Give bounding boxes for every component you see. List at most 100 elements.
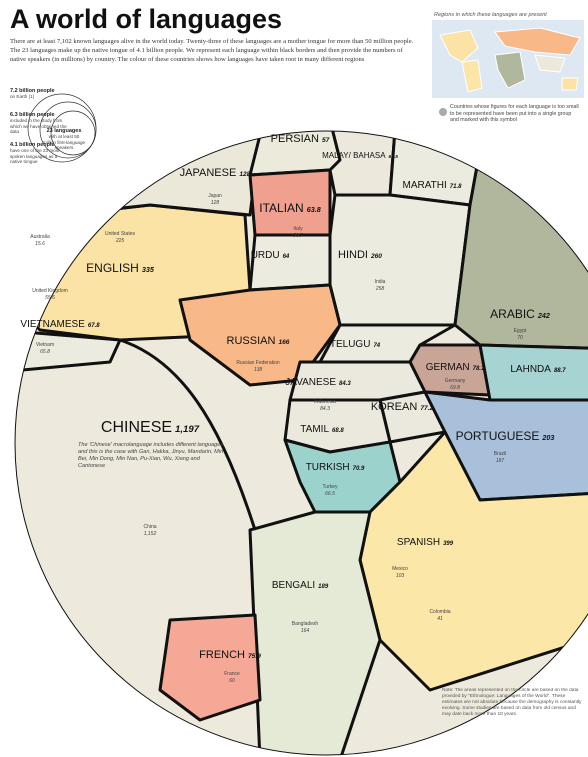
language-value: 75.9 [248, 653, 261, 660]
language-label: TURKISH 70.9 [306, 462, 365, 473]
language-name: FRENCH [199, 649, 245, 661]
map-asia [534, 54, 566, 73]
legend-value: 23 languages [47, 128, 82, 134]
language-name: MARATHI [403, 180, 447, 191]
country-name: Brazil [494, 451, 507, 457]
country-value: 15.6 [35, 241, 45, 247]
title: A world of languages [10, 4, 282, 34]
language-value: 64 [283, 254, 290, 260]
country-name: Indonesia [314, 399, 336, 405]
language-value: 203 [541, 433, 554, 442]
language-label: PERSIAN 57 [271, 133, 330, 145]
region-marathi [388, 131, 482, 207]
language-value: 68.8 [332, 428, 344, 434]
language-value: 88.7 [554, 368, 566, 374]
country-value: 103 [396, 573, 405, 579]
legend-text-box: on Earth (1) [10, 94, 35, 99]
region-german [408, 343, 492, 397]
language-name: ARABIC [490, 307, 535, 321]
language-name: VIETNAMESE [20, 319, 85, 330]
intro-box: There are at least 7,102 known languages… [10, 38, 414, 63]
region-persian [248, 131, 342, 177]
language-name: GERMAN [426, 362, 470, 373]
country-value: 60 [229, 678, 235, 684]
language-value: 1,197 [175, 424, 200, 435]
region-russian [178, 283, 342, 387]
map-australia [561, 77, 579, 91]
language-label: JAPANESE 128 [180, 167, 251, 179]
country-name: Russian Federation [236, 360, 280, 366]
intro: There are at least 7,102 known languages… [10, 38, 414, 63]
language-name: LAHNDA [510, 364, 551, 375]
legend-text: have one of the 23 most-spoken languages… [10, 148, 61, 165]
language-value: 57 [322, 137, 330, 144]
language-name: ITALIAN [259, 201, 303, 215]
language-value: 242 [537, 311, 550, 320]
language-label: ARABIC 242 [490, 307, 550, 321]
chinese-note-box: The 'Chinese' macrolanguage includes dif… [78, 442, 225, 469]
legend-text: included in the study from which we have… [10, 118, 67, 135]
country-value: 66.5 [325, 491, 335, 497]
country-name: United Kingdom [32, 288, 68, 294]
region-bengali [248, 510, 382, 755]
footnote: Note: The areas represented on the circl… [442, 688, 582, 717]
language-label: URDU 64 [251, 250, 290, 261]
country-value: 225 [115, 238, 125, 244]
language-name: KOREAN [371, 401, 418, 413]
map-note: Countries whose figures for each languag… [450, 104, 579, 124]
country-name: Egypt [514, 328, 527, 334]
labels: CHINESE 1,197 ENGLISH 335 JAPANESE 128 PERSIAN… [20, 133, 566, 684]
country-name: United States [105, 231, 136, 237]
circle-outline [14, 130, 588, 756]
language-label: PORTUGUESE 203 [456, 429, 555, 443]
country-value: 55.6 [45, 295, 55, 301]
language-name: BENGALI [272, 580, 315, 591]
language-label: ITALIAN 63.8 [259, 201, 320, 215]
border [119, 338, 257, 531]
language-label: ENGLISH 335 [86, 261, 155, 275]
legend-text: on Earth (1) [10, 94, 35, 99]
country-name: Mexico [392, 566, 408, 572]
language-label: VIETNAMESE 67.8 [20, 319, 100, 330]
map-note-box: Countries whose figures for each languag… [450, 104, 579, 124]
language-label: CHINESE 1,197 [101, 419, 200, 436]
language-name: JAVANESE [285, 377, 336, 388]
language-value: 84.3 [339, 381, 351, 387]
language-name: HINDI [338, 249, 368, 261]
language-label: SPANISH 399 [397, 537, 454, 548]
language-value: 63.8 [307, 205, 321, 214]
country-name: Vietnam [36, 342, 54, 348]
region-french [158, 613, 262, 722]
map-africa [494, 51, 526, 89]
country-name: Japan [208, 193, 222, 199]
region-urdu [248, 233, 332, 292]
country-value: 84.3 [320, 406, 330, 412]
language-label: GERMAN 78.1 [426, 362, 485, 373]
country-name: Turkey [322, 484, 338, 490]
ring [39, 101, 97, 159]
language-name: RUSSIAN [227, 335, 276, 347]
country-value: 1,152 [144, 531, 157, 537]
country-name: Germany [445, 378, 466, 384]
country-value: 41 [437, 616, 443, 622]
legend-value: 7.2 billion people [10, 88, 55, 94]
language-value: 74 [373, 343, 380, 349]
language-value: 260 [370, 253, 382, 260]
legend-text: with at least 50 million first-language … [42, 134, 86, 151]
language-name: PORTUGUESE [456, 429, 540, 443]
country-value: 128 [211, 200, 220, 206]
map-south-america [461, 59, 483, 93]
country-name: Colombia [429, 609, 450, 615]
language-label: KOREAN 77.2 [371, 401, 434, 413]
language-name: URDU [251, 250, 280, 261]
language-value: 166 [278, 339, 289, 346]
chinese-note: The 'Chinese' macrolanguage includes dif… [78, 442, 225, 469]
language-value: 335 [142, 265, 155, 274]
footnote-box: Note: The areas represented on the circl… [442, 688, 582, 717]
language-label: RUSSIAN 166 [227, 335, 290, 347]
language-value: 78.1 [473, 366, 485, 372]
country-value: 65.8 [40, 349, 50, 355]
country-name: India [375, 279, 386, 285]
